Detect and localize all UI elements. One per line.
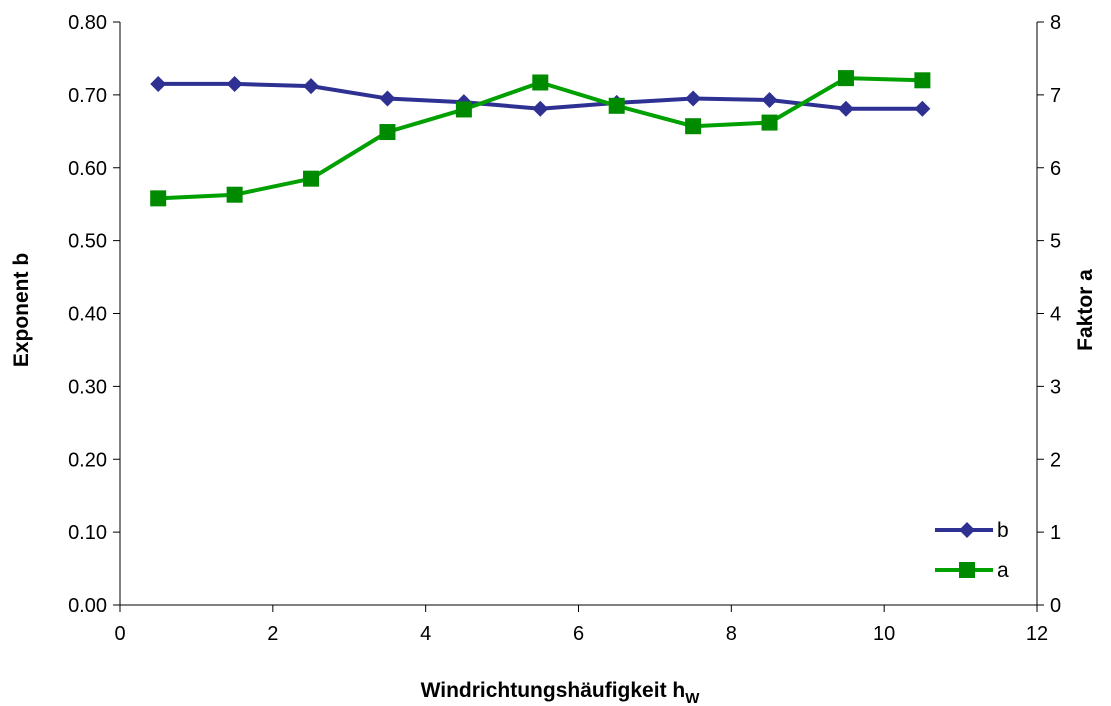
- series-a-point: [608, 97, 625, 114]
- y-right-tick-label: 3: [1050, 376, 1061, 398]
- y-axis-left-title: Exponent b: [10, 253, 33, 367]
- legend-b-label: b: [997, 519, 1009, 542]
- x-tick-label: 2: [267, 623, 278, 645]
- series-a-point: [532, 74, 549, 91]
- y-left-tick-label: 0.40: [68, 304, 107, 326]
- y-right-tick-label: 2: [1050, 449, 1061, 471]
- x-axis-title-subscript: W: [685, 690, 700, 706]
- series-a-point: [685, 118, 702, 135]
- y-left-tick-label: 0.20: [68, 449, 107, 471]
- y-right-tick-label: 5: [1050, 231, 1061, 253]
- series-a-point: [150, 190, 167, 207]
- series-a-point: [379, 124, 396, 141]
- series-a-point: [761, 114, 778, 131]
- y-left-tick-label: 0.10: [68, 522, 107, 544]
- x-tick-label: 4: [420, 623, 431, 645]
- series-a-point: [914, 72, 931, 89]
- series-a-point: [455, 101, 472, 118]
- series-a-point: [226, 186, 243, 203]
- x-tick-label: 6: [573, 623, 584, 645]
- y-right-tick-label: 1: [1050, 522, 1061, 544]
- axes: 0.000.100.200.300.400.500.600.700.800123…: [68, 12, 1061, 645]
- y-left-tick-label: 0.70: [68, 85, 107, 107]
- series-a-point: [837, 70, 854, 87]
- y-right-tick-label: 8: [1050, 12, 1061, 34]
- y-left-tick-label: 0.30: [68, 376, 107, 398]
- y-right-tick-label: 6: [1050, 158, 1061, 180]
- series-b: [150, 75, 931, 117]
- legend-a-label: a: [997, 559, 1009, 582]
- y-left-tick-label: 0.80: [68, 12, 107, 34]
- series-b-point: [379, 90, 396, 107]
- series-b-point: [226, 75, 243, 92]
- x-tick-label: 10: [873, 623, 895, 645]
- series-b-point: [532, 100, 549, 117]
- series-a: [150, 70, 931, 207]
- y-right-tick-label: 0: [1050, 595, 1061, 617]
- series-b-point: [150, 75, 167, 92]
- legend-b-marker: [959, 522, 975, 538]
- series-layer: [150, 70, 931, 207]
- series-a-point: [303, 170, 320, 187]
- legend-item-b: b: [935, 519, 1009, 542]
- series-b-point: [761, 91, 778, 108]
- series-b-point: [303, 78, 320, 95]
- legend-item-a: a: [935, 559, 1009, 582]
- y-left-tick-label: 0.00: [68, 595, 107, 617]
- x-tick-label: 0: [114, 623, 125, 645]
- y-right-tick-label: 4: [1050, 304, 1061, 326]
- y-axis-right-title: Faktor a: [1074, 269, 1097, 351]
- y-left-tick-label: 0.60: [68, 158, 107, 180]
- series-b-point: [837, 100, 854, 117]
- x-tick-label: 12: [1026, 623, 1048, 645]
- y-left-tick-label: 0.50: [68, 231, 107, 253]
- y-right-tick-label: 7: [1050, 85, 1061, 107]
- x-tick-label: 8: [726, 623, 737, 645]
- series-b-point: [685, 90, 702, 107]
- x-axis-title-main: Windrichtungshäufigkeit h: [421, 679, 686, 702]
- legend: ba: [935, 519, 1009, 582]
- legend-a-marker: [959, 562, 975, 578]
- x-axis-title: Windrichtungshäufigkeit hW: [421, 679, 701, 706]
- series-b-point: [914, 100, 931, 117]
